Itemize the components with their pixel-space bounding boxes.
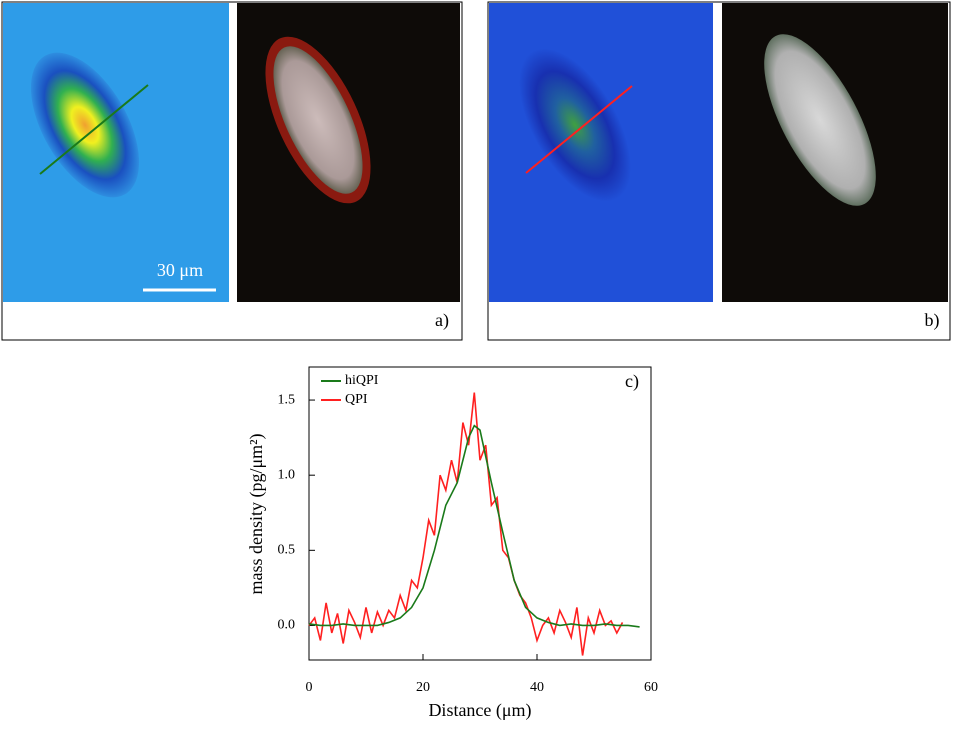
x-tick-label: 20 xyxy=(416,680,430,695)
plot-frame xyxy=(308,366,652,661)
cell xyxy=(764,34,876,206)
y-tick-label: 1.0 xyxy=(278,467,296,482)
panel-label: c) xyxy=(625,371,639,392)
series-line xyxy=(308,392,624,656)
y-tick-label: 1.5 xyxy=(278,392,296,407)
panel-label: a) xyxy=(435,310,449,331)
y-tick-label: 0.5 xyxy=(278,543,296,558)
y-axis-label: mass density (pg/μm²) xyxy=(246,433,267,594)
y-tick-label: 0.0 xyxy=(278,618,296,633)
x-tick-label: 40 xyxy=(530,680,544,695)
x-tick-label: 0 xyxy=(306,680,313,695)
panel-label: b) xyxy=(925,310,940,331)
scale-bar-label: 30 μm xyxy=(157,260,203,280)
profile-line xyxy=(525,85,633,174)
cell xyxy=(273,46,363,194)
legend-label: hiQPI xyxy=(345,373,379,388)
x-axis-label: Distance (μm) xyxy=(428,700,531,721)
x-tick-label: 60 xyxy=(644,680,658,695)
cell xyxy=(519,48,631,202)
legend-label: QPI xyxy=(345,392,368,407)
profile-line xyxy=(39,84,149,175)
series-line xyxy=(308,424,640,628)
cell xyxy=(30,52,140,198)
